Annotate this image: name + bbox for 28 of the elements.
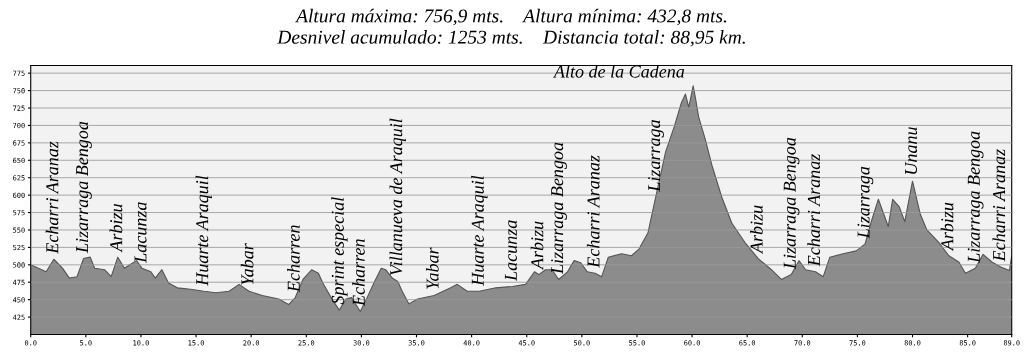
annotation: Yabar bbox=[240, 243, 254, 285]
annotation: Huarte Araquil bbox=[195, 175, 212, 286]
annotation: Villanueva de Araquil bbox=[389, 118, 406, 276]
annotation: Huarte Araquil bbox=[471, 175, 488, 286]
annotation: Echarren bbox=[352, 239, 365, 307]
annotation: Arbizu bbox=[109, 204, 123, 253]
annotation: Echarri Aranaz bbox=[586, 155, 600, 268]
annotation: Sprint especial bbox=[331, 197, 348, 305]
annotation: Arbizu bbox=[530, 221, 544, 271]
annotation: Lizarraga Bengoa bbox=[76, 121, 92, 254]
annotation: Lacunza bbox=[134, 202, 147, 263]
annotation: Alto de la Cadena bbox=[552, 64, 685, 78]
annotation: Lizarraga Bengoa bbox=[783, 137, 800, 270]
chart-subtitle: Desnivel acumulado: 1253 mts. Distancia total: 88,95 km. bbox=[277, 30, 745, 47]
annotation: Echarri Aranaz bbox=[807, 153, 821, 267]
annotation: Lacunza bbox=[504, 220, 517, 282]
annotation: Lizarraga bbox=[857, 166, 874, 239]
chart-title: Altura máxima: 756,9 mts. Altura mínima: 432,8 mts. bbox=[295, 8, 727, 26]
annotation: Arbizu bbox=[750, 205, 763, 254]
annotation: Echarren bbox=[287, 225, 300, 293]
annotation: Lizarraga Bengoa bbox=[551, 142, 567, 275]
annotation: Lizarraga Bengoa bbox=[967, 131, 984, 263]
annotation: Unanu bbox=[905, 127, 918, 174]
annotation: Echarri Aranaz bbox=[992, 149, 1006, 262]
annotation: Yabar bbox=[425, 247, 439, 289]
annotation: Echarri Aranaz bbox=[45, 141, 59, 254]
annotation: Lizarraga bbox=[648, 120, 664, 192]
annotation: Arbizu bbox=[940, 202, 954, 252]
